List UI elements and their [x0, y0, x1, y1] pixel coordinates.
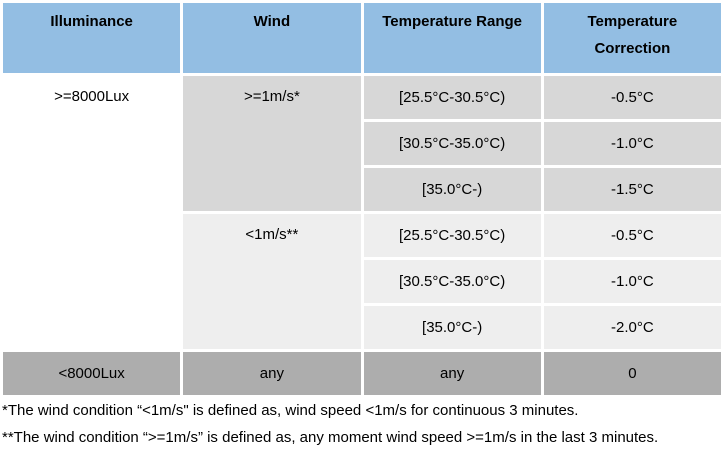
header-illuminance: Illuminance [3, 3, 181, 73]
footnotes: *The wind condition “<1m/s" is defined a… [0, 402, 724, 447]
cell-wind-any: any [183, 352, 361, 395]
cell-range: [30.5°C-35.0°C) [363, 122, 541, 165]
cell-correction: -1.0°C [543, 122, 721, 165]
cell-correction: -1.5°C [543, 168, 721, 211]
cell-wind-ge-1ms: >=1m/s* [183, 76, 361, 211]
header-row: Illuminance Wind Temperature Range Tempe… [3, 3, 721, 73]
header-wind: Wind [183, 3, 361, 73]
cell-wind-lt-1ms: <1m/s** [183, 214, 361, 349]
cell-range: [25.5°C-30.5°C) [363, 76, 541, 119]
cell-illuminance-high: >=8000Lux [3, 76, 181, 349]
table-row: [35.0°C-) -1.5°C [3, 168, 721, 211]
cell-correction: -1.0°C [543, 260, 721, 303]
table-row: >=8000Lux >=1m/s* [25.5°C-30.5°C) -0.5°C [3, 76, 721, 349]
cell-range: [35.0°C-) [363, 306, 541, 349]
cell-range-any: any [363, 352, 541, 395]
cell-range: [25.5°C-30.5°C) [363, 214, 541, 257]
cell-correction: -0.5°C [543, 76, 721, 119]
cell-range: [35.0°C-) [363, 168, 541, 211]
header-temperature-range: Temperature Range [363, 3, 541, 73]
table-row: [30.5°C-35.0°C) -1.0°C [3, 122, 721, 165]
header-temperature-correction: Temperature Correction [543, 3, 721, 73]
footnote-wind-ge-1ms: **The wind condition “>=1m/s” is defined… [2, 429, 659, 446]
cell-range: [30.5°C-35.0°C) [363, 260, 541, 303]
table-row: [35.0°C-) -2.0°C [3, 306, 721, 349]
cell-correction-zero: 0 [543, 352, 721, 395]
table-row: [30.5°C-35.0°C) -1.0°C [3, 260, 721, 303]
table-row-low-illuminance: <8000Lux any any 0 [3, 352, 721, 395]
cell-illuminance-low: <8000Lux [3, 352, 181, 395]
table-row: <1m/s** [25.5°C-30.5°C) -0.5°C [3, 214, 721, 349]
cell-correction: -0.5°C [543, 214, 721, 257]
temperature-correction-table: Illuminance Wind Temperature Range Tempe… [3, 3, 721, 395]
cell-correction: -2.0°C [543, 306, 721, 349]
footnote-wind-lt-1ms: *The wind condition “<1m/s" is defined a… [2, 402, 579, 419]
